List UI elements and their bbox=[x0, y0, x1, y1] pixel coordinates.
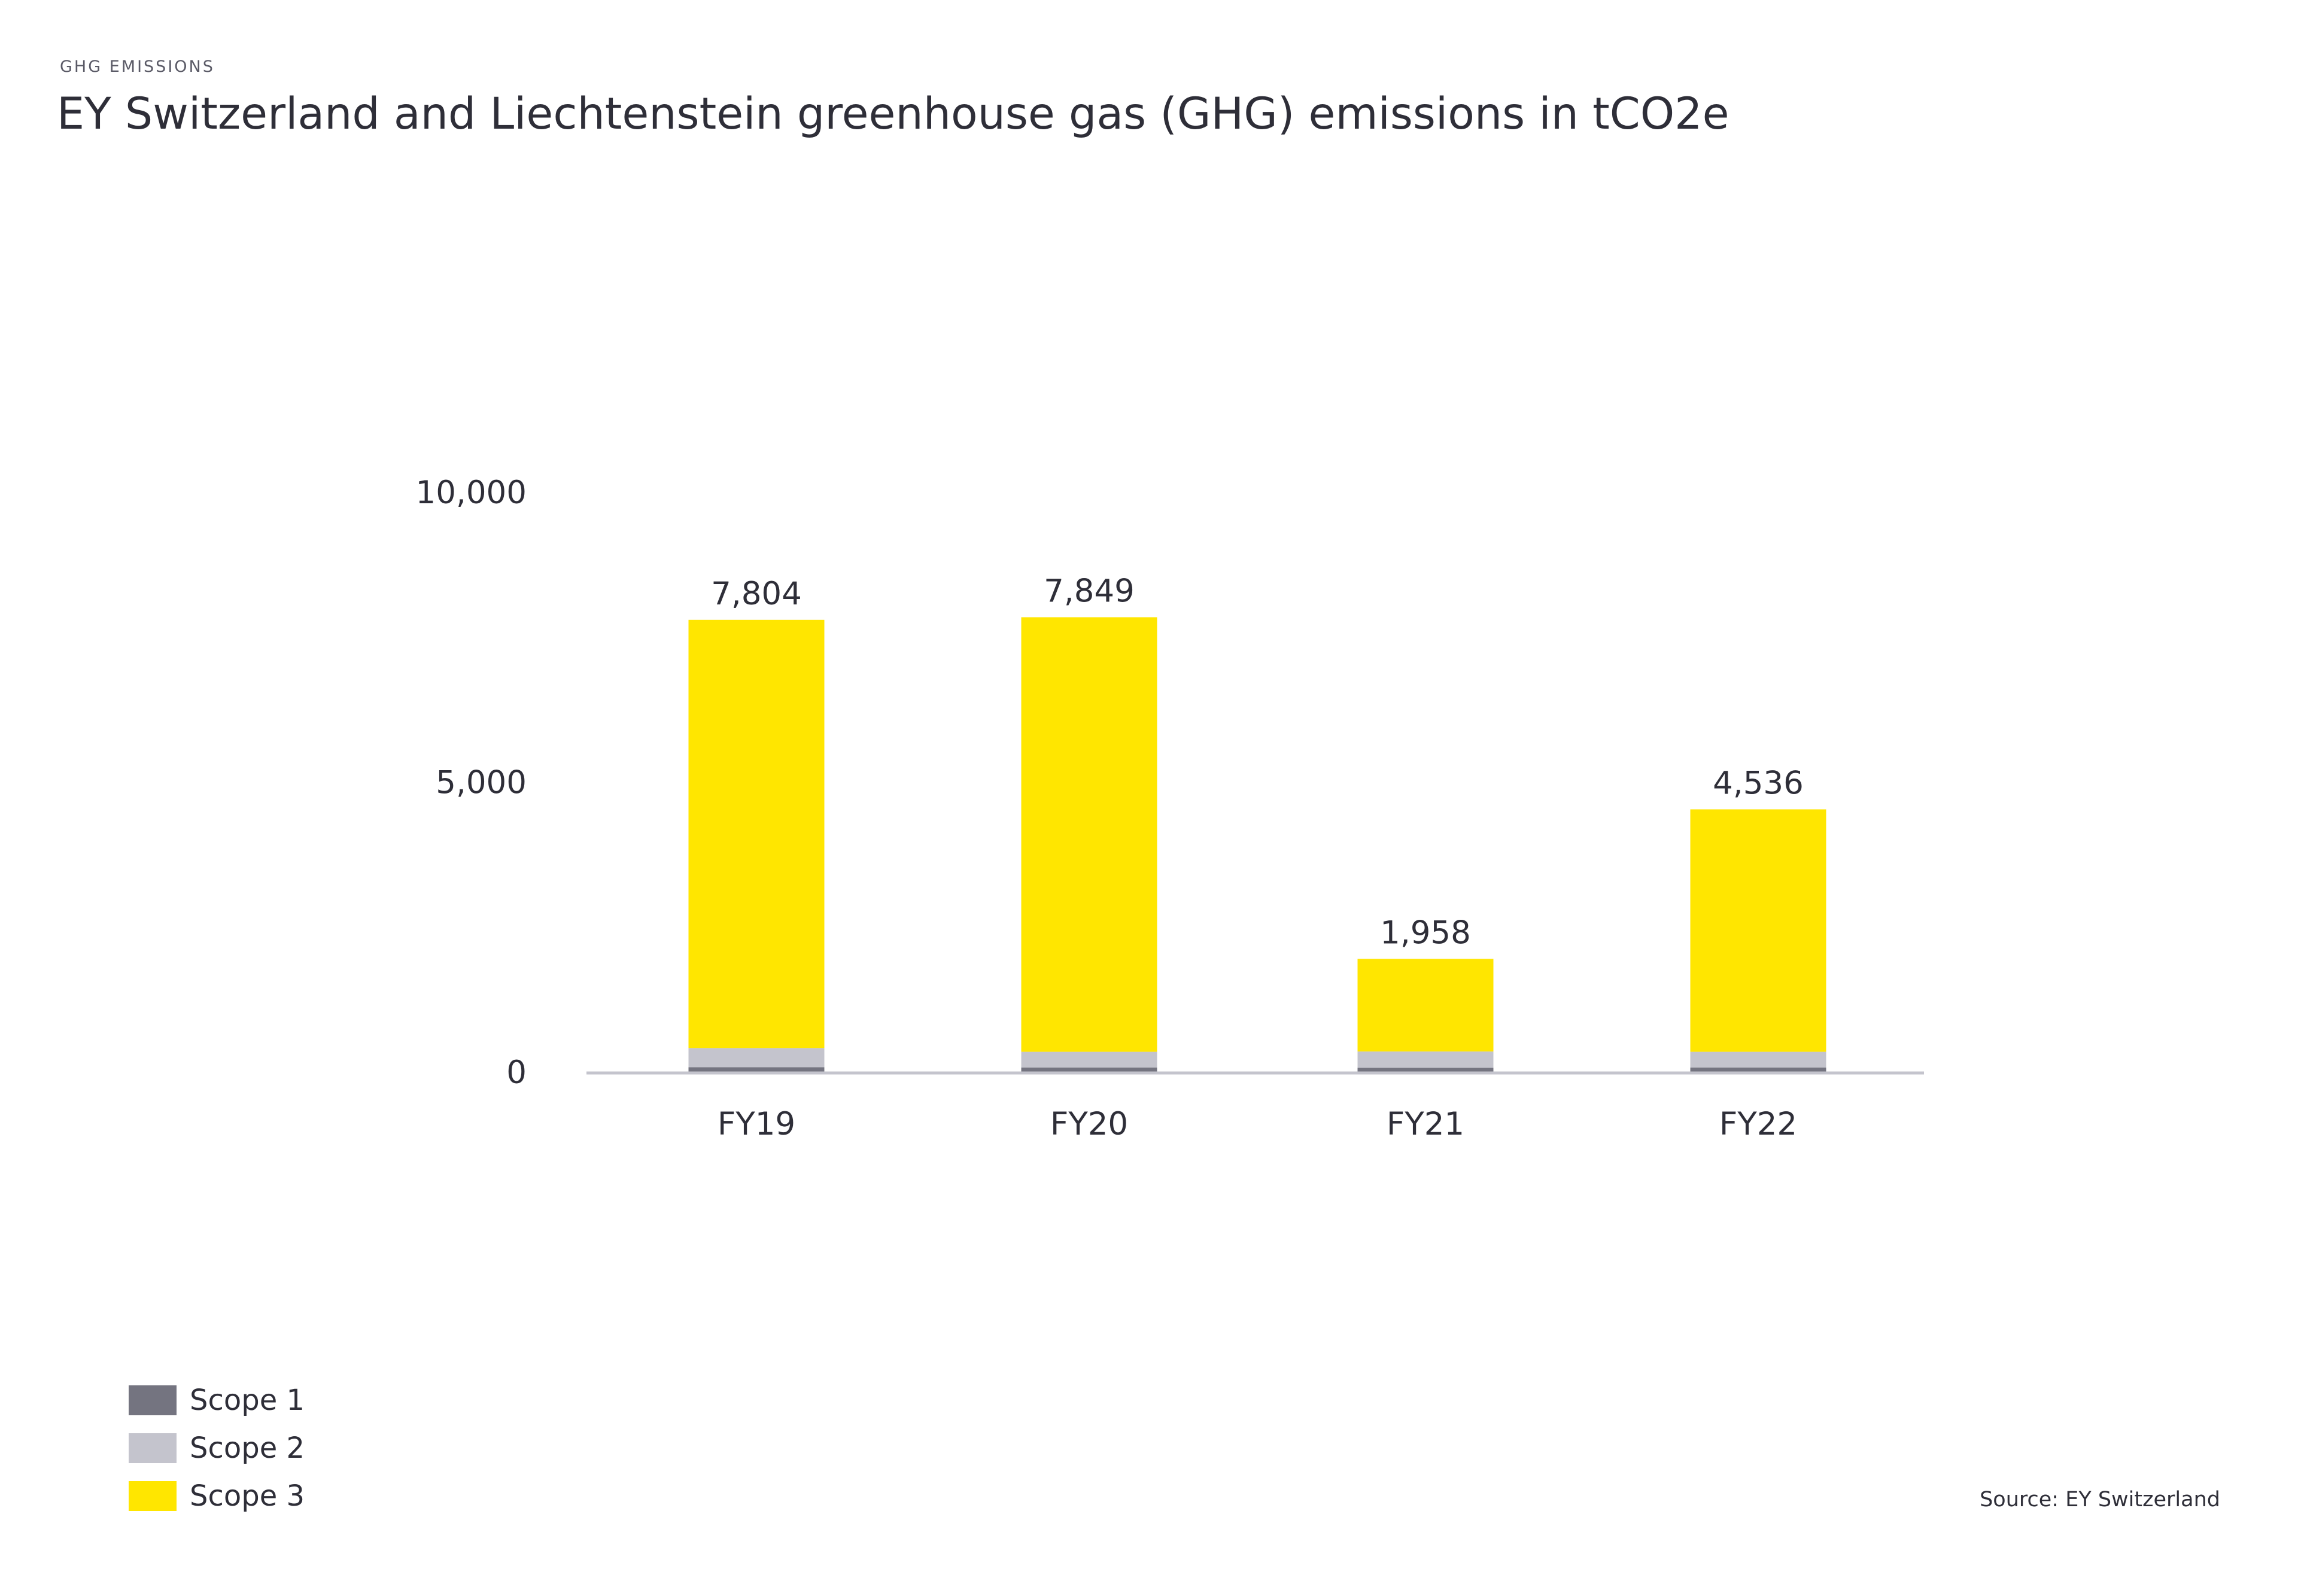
bar-segment-scope-1-fy22 bbox=[1690, 1067, 1826, 1072]
legend-item-scope-3: Scope 3 bbox=[129, 1472, 305, 1520]
bar-segment-scope-2-fy19 bbox=[688, 1048, 825, 1068]
x-category-label: FY21 bbox=[1387, 1106, 1464, 1142]
x-category-label: FY19 bbox=[718, 1106, 795, 1142]
source-note: Source: EY Switzerland bbox=[1980, 1488, 2220, 1512]
y-tick-label: 5,000 bbox=[436, 765, 527, 801]
bar-segment-scope-2-fy20 bbox=[1021, 1051, 1157, 1068]
bar-total-label: 4,536 bbox=[1713, 765, 1804, 801]
chart-title: EY Switzerland and Liechtenstein greenho… bbox=[57, 89, 1729, 139]
legend-item-scope-1: Scope 1 bbox=[129, 1376, 305, 1424]
legend: Scope 1 Scope 2 Scope 3 bbox=[129, 1376, 305, 1520]
bar-total-label: 7,804 bbox=[711, 576, 802, 612]
bar-segment-scope-1-fy21 bbox=[1357, 1068, 1494, 1072]
bar-segment-scope-2-fy22 bbox=[1690, 1051, 1826, 1068]
y-tick-label: 0 bbox=[506, 1054, 527, 1091]
x-category-label: FY20 bbox=[1050, 1106, 1128, 1142]
bar-total-label: 7,849 bbox=[1044, 573, 1135, 609]
legend-label-scope-2: Scope 2 bbox=[190, 1431, 305, 1465]
legend-swatch-scope-2 bbox=[129, 1433, 177, 1463]
legend-swatch-scope-1 bbox=[129, 1385, 177, 1415]
bar-segment-scope-3-fy22 bbox=[1690, 809, 1826, 1052]
bar-segment-scope-3-fy21 bbox=[1357, 959, 1494, 1052]
bar-total-label: 1,958 bbox=[1380, 914, 1471, 951]
bar-segment-scope-1-fy20 bbox=[1021, 1067, 1157, 1072]
bar-segment-scope-3-fy20 bbox=[1021, 617, 1157, 1052]
legend-item-scope-2: Scope 2 bbox=[129, 1424, 305, 1472]
legend-swatch-scope-3 bbox=[129, 1481, 177, 1511]
bar-segment-scope-1-fy19 bbox=[688, 1067, 825, 1072]
bar-segment-scope-2-fy21 bbox=[1357, 1051, 1494, 1068]
chart-eyebrow: GHG EMISSIONS bbox=[60, 57, 215, 76]
y-tick-label: 10,000 bbox=[416, 475, 527, 511]
legend-label-scope-3: Scope 3 bbox=[190, 1479, 305, 1513]
x-category-label: FY22 bbox=[1719, 1106, 1797, 1142]
legend-label-scope-1: Scope 1 bbox=[190, 1384, 305, 1417]
bar-segment-scope-3-fy19 bbox=[688, 619, 825, 1048]
